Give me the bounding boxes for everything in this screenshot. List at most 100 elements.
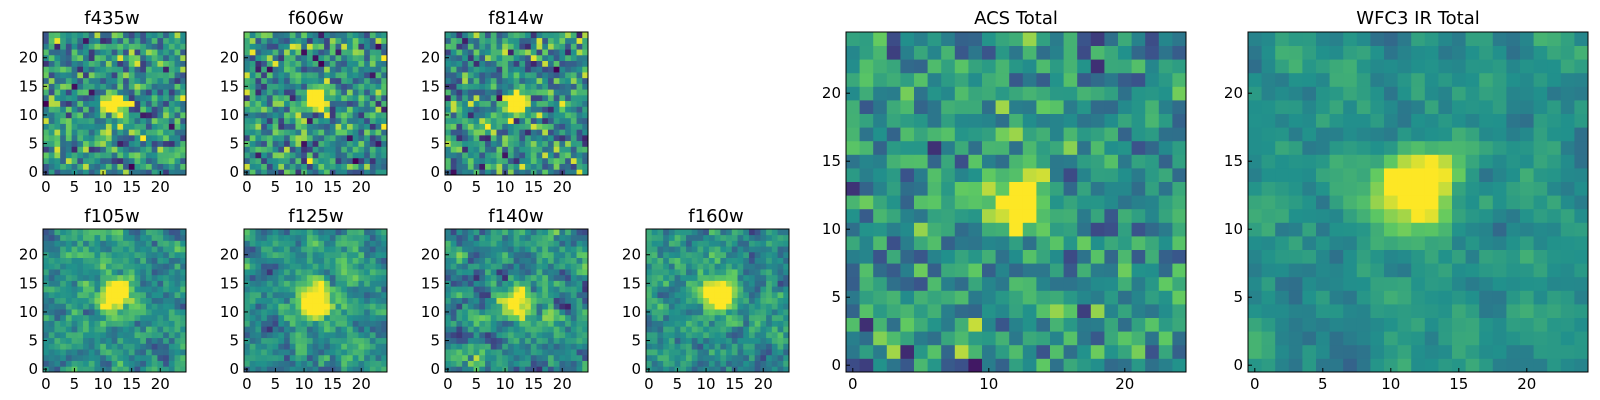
heatmap-cell bbox=[553, 89, 560, 96]
heatmap-cell bbox=[502, 152, 509, 159]
heatmap-cell bbox=[284, 152, 291, 159]
heatmap-cell bbox=[163, 337, 170, 344]
heatmap-cell bbox=[117, 66, 124, 73]
heatmap-cell bbox=[490, 100, 497, 107]
heatmap-cell bbox=[766, 360, 773, 367]
heatmap-cell bbox=[318, 60, 325, 67]
heatmap-cell bbox=[244, 286, 251, 293]
heatmap-cell bbox=[473, 343, 480, 350]
y-tick-label: 20 bbox=[421, 246, 440, 264]
heatmap-cell bbox=[77, 146, 84, 153]
heatmap-cell bbox=[306, 349, 314, 356]
heatmap-cell bbox=[674, 246, 681, 253]
heatmap-cell bbox=[565, 263, 572, 270]
heatmap-cell bbox=[54, 112, 61, 119]
heatmap-cell bbox=[306, 309, 314, 316]
heatmap-cell bbox=[1077, 358, 1092, 373]
heatmap-cell bbox=[450, 257, 457, 264]
heatmap-cell bbox=[680, 349, 687, 356]
heatmap-cell bbox=[358, 100, 365, 107]
heatmap-cell bbox=[105, 354, 113, 361]
heatmap-cell bbox=[54, 37, 61, 44]
heatmap-cell bbox=[663, 234, 670, 241]
heatmap-cell bbox=[651, 309, 658, 316]
heatmap-cell bbox=[450, 100, 457, 107]
heatmap-cell bbox=[777, 251, 784, 258]
heatmap-cell bbox=[530, 269, 537, 276]
heatmap-cell bbox=[312, 32, 319, 39]
heatmap-cell bbox=[180, 100, 187, 107]
heatmap-cell bbox=[1172, 290, 1187, 305]
x-tick-label: 10 bbox=[295, 375, 314, 393]
heatmap-cell bbox=[312, 291, 319, 299]
heatmap-cell bbox=[900, 249, 915, 264]
heatmap-cell bbox=[375, 263, 382, 270]
heatmap-cell bbox=[646, 240, 653, 247]
heatmap-cell bbox=[157, 291, 164, 299]
heatmap-cell bbox=[117, 280, 124, 287]
heatmap-cell bbox=[748, 343, 756, 350]
heatmap-cell bbox=[1077, 344, 1092, 359]
heatmap-cell bbox=[346, 246, 354, 253]
heatmap-cell bbox=[100, 331, 107, 339]
heatmap-cell bbox=[266, 240, 273, 247]
heatmap-cell bbox=[134, 100, 141, 107]
heatmap-cell bbox=[88, 320, 95, 327]
heatmap-cell bbox=[174, 32, 181, 39]
heatmap-cell bbox=[743, 326, 750, 333]
heatmap-cell bbox=[163, 140, 170, 147]
heatmap-cell bbox=[1172, 195, 1187, 210]
heatmap-cell bbox=[272, 251, 279, 258]
heatmap-cell bbox=[456, 326, 463, 333]
heatmap-cell bbox=[968, 304, 983, 318]
heatmap-cell bbox=[536, 314, 543, 321]
heatmap-cell bbox=[71, 43, 78, 50]
heatmap-cell bbox=[502, 291, 509, 299]
heatmap-cell bbox=[105, 291, 113, 299]
heatmap-cell bbox=[88, 343, 95, 350]
heatmap-cell bbox=[445, 320, 452, 327]
heatmap-cell bbox=[525, 54, 532, 61]
heatmap-cell bbox=[507, 360, 515, 367]
heatmap-cell bbox=[760, 360, 767, 367]
heatmap-cell bbox=[318, 274, 325, 281]
heatmap-cell bbox=[266, 100, 273, 107]
heatmap-cell bbox=[381, 343, 388, 350]
heatmap-cell bbox=[519, 314, 526, 321]
heatmap-cell bbox=[467, 337, 474, 344]
heatmap-cell bbox=[94, 129, 101, 136]
heatmap-cell bbox=[255, 60, 262, 67]
heatmap-cell bbox=[553, 280, 560, 287]
heatmap-cell bbox=[71, 343, 78, 350]
heatmap-cell bbox=[783, 291, 790, 299]
heatmap-cell bbox=[128, 309, 135, 316]
heatmap-cell bbox=[295, 309, 302, 316]
heatmap-cell bbox=[1172, 276, 1187, 291]
heatmap-cell bbox=[71, 326, 78, 333]
heatmap-cell bbox=[553, 72, 560, 79]
heatmap-cell bbox=[582, 83, 589, 90]
heatmap-cell bbox=[369, 354, 376, 361]
heatmap-cell bbox=[369, 234, 376, 241]
heatmap-cell bbox=[306, 343, 314, 350]
heatmap-cell bbox=[346, 251, 354, 258]
heatmap-cell bbox=[760, 326, 767, 333]
heatmap-cell bbox=[117, 72, 124, 79]
heatmap-cell bbox=[88, 54, 95, 61]
heatmap-cell bbox=[513, 134, 520, 142]
heatmap-cell bbox=[134, 146, 141, 153]
heatmap-cell bbox=[65, 229, 72, 236]
heatmap-cell bbox=[100, 349, 107, 356]
heatmap-cell bbox=[760, 280, 767, 287]
heatmap-cell bbox=[720, 274, 727, 281]
heatmap-cell bbox=[100, 100, 107, 107]
heatmap-cell bbox=[859, 154, 874, 169]
heatmap-cell bbox=[502, 354, 509, 361]
heatmap-cell bbox=[525, 129, 532, 136]
heatmap-cell bbox=[364, 263, 371, 270]
heatmap-cell bbox=[335, 234, 342, 241]
heatmap-cell bbox=[352, 360, 359, 367]
heatmap-cell bbox=[157, 240, 164, 247]
heatmap-cell bbox=[48, 49, 55, 56]
heatmap-cell bbox=[54, 314, 61, 321]
